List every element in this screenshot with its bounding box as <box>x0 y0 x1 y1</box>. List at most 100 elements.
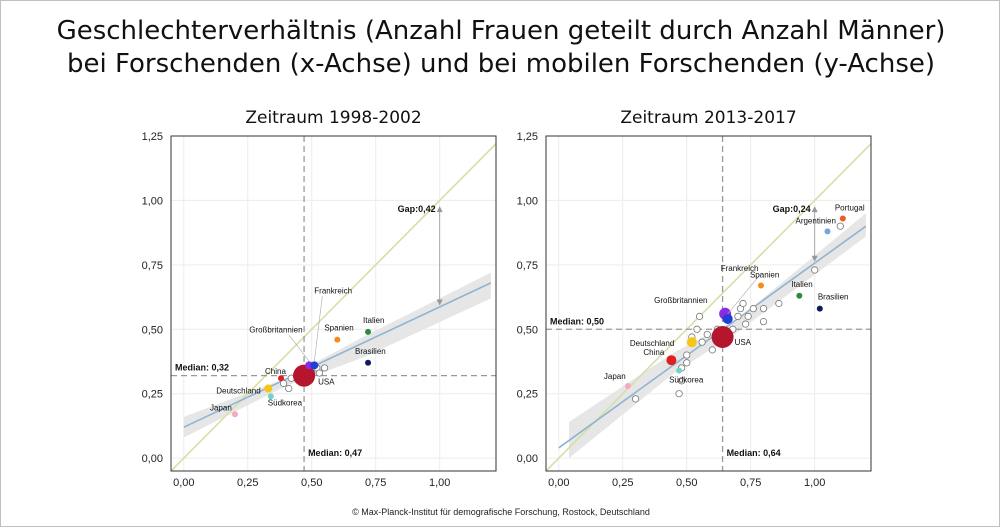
country-label-deutschland: Deutschland <box>216 387 260 396</box>
gap-arrow-head-bottom <box>436 299 443 306</box>
country-point-other <box>315 369 324 377</box>
y-tick-label: 0,75 <box>142 260 163 272</box>
country-point-other <box>703 330 711 339</box>
country-label-china: China <box>643 348 664 357</box>
plot-border <box>545 135 872 472</box>
y-tick-label: 0,00 <box>142 453 163 465</box>
identity-line <box>546 142 871 471</box>
country-point-china <box>278 375 285 382</box>
country-point-portugal <box>839 215 846 222</box>
country-point-other <box>678 377 686 385</box>
x-tick-label: 0,00 <box>548 477 569 489</box>
figure-title: Geschlechterverhältnis (Anzahl Frauen ge… <box>1 15 1000 81</box>
country-point-other <box>675 390 683 398</box>
country-label-suedkorea: Südkorea <box>669 376 704 385</box>
median-x-label: Median: 0,64 <box>727 448 781 458</box>
panel-title: Zeitraum 1998-2002 <box>245 108 421 128</box>
country-point-other <box>836 222 844 230</box>
gap-label: Gap:0,42 <box>398 204 436 214</box>
country-point-other <box>708 346 716 354</box>
plot-border <box>170 135 497 472</box>
country-label-suedkorea: Südkorea <box>268 398 303 407</box>
country-label-italien: Italien <box>363 316 384 325</box>
country-label-frankreich: Frankreich <box>314 286 352 295</box>
median-x-label: Median: 0,47 <box>308 448 362 458</box>
gap-label: Gap:0,24 <box>773 204 811 214</box>
x-tick-label: 1,00 <box>804 477 825 489</box>
country-label-grossbritannien: Großbritannien <box>654 296 707 305</box>
country-point-other <box>744 312 752 320</box>
country-label-spanien: Spanien <box>324 324 353 333</box>
title-line-2: bei Forschenden (x-Achse) und bei mobile… <box>66 49 936 79</box>
country-point-usa <box>293 364 316 387</box>
country-point-brasilien <box>816 305 823 312</box>
country-point-deutschland <box>686 337 697 348</box>
chart-panel-2: Zeitraum 2013-2017 0,00 0,25 0,50 0,75 1,00 0,… <box>517 108 872 489</box>
gap-arrow-head-top <box>436 206 443 213</box>
x-tick-label: 1,00 <box>429 477 450 489</box>
country-point-other <box>693 325 701 333</box>
x-tick-label: 0,25 <box>237 477 258 489</box>
country-point-china <box>666 355 677 366</box>
y-tick-label: 0,50 <box>517 324 538 336</box>
country-point-usa <box>711 326 734 348</box>
country-label-china: China <box>265 367 286 376</box>
median-y-label: Median: 0,50 <box>550 316 604 326</box>
y-tick-label: 1,25 <box>517 131 538 143</box>
country-point-other <box>759 305 768 313</box>
identity-line <box>171 142 496 471</box>
country-label-grossbritannien: Großbritannien <box>249 325 302 334</box>
country-point-italien <box>365 328 372 335</box>
country-point-other <box>695 312 704 320</box>
regression-line <box>183 282 492 428</box>
country-point-italien <box>796 292 803 299</box>
x-tick-label: 0,25 <box>612 477 633 489</box>
country-label-usa: USA <box>318 378 335 387</box>
country-point-other <box>285 384 293 393</box>
country-point-other <box>775 299 783 308</box>
country-label-japan: Japan <box>210 403 232 412</box>
median-y-label: Median: 0,32 <box>175 363 229 373</box>
gap-arrow-head-bottom <box>811 255 818 262</box>
x-tick-label: 0,50 <box>301 477 322 489</box>
country-point-argentinien <box>824 228 831 235</box>
country-point-other <box>749 305 757 313</box>
y-tick-label: 0,50 <box>142 324 163 336</box>
gap-arrow-head-top <box>811 206 818 213</box>
country-point-other <box>742 320 750 328</box>
country-label-brasilien: Brasilien <box>818 293 849 302</box>
x-tick-label: 0,75 <box>740 477 761 489</box>
credit-line: © Max-Planck-Institut für demografische … <box>352 507 650 517</box>
country-label-deutschland: Deutschland <box>630 339 674 348</box>
country-point-japan <box>231 411 238 418</box>
x-tick-label: 0,75 <box>365 477 386 489</box>
y-tick-label: 1,25 <box>142 131 163 143</box>
country-point-frankreich <box>310 361 319 370</box>
country-label-argentinien: Argentinien <box>795 216 835 225</box>
country-point-other <box>279 379 288 387</box>
country-point-spanien <box>334 336 341 343</box>
country-point-other <box>631 395 640 403</box>
country-label-italien: Italien <box>791 280 812 289</box>
country-point-other <box>739 299 747 308</box>
country-point-spanien <box>757 282 764 289</box>
y-tick-label: 0,00 <box>517 453 538 465</box>
country-label-spanien: Spanien <box>750 270 779 279</box>
chart-panel-1: Zeitraum 1998-2002 0,00 0,25 0,50 0,75 1,00 0,… <box>142 108 497 489</box>
country-point-other <box>734 312 742 320</box>
leader-line <box>727 273 761 315</box>
country-point-japan <box>624 382 631 389</box>
y-tick-label: 0,75 <box>517 260 538 272</box>
leader-line <box>288 335 310 362</box>
country-point-other <box>320 364 329 372</box>
x-tick-label: 0,00 <box>173 477 194 489</box>
plot-area <box>546 136 871 471</box>
country-point-other <box>759 317 768 326</box>
country-point-suedkorea <box>267 393 274 400</box>
country-label-frankreich: Frankreich <box>721 264 759 273</box>
country-label-usa: USA <box>735 338 752 347</box>
x-tick-label: 0,50 <box>676 477 697 489</box>
